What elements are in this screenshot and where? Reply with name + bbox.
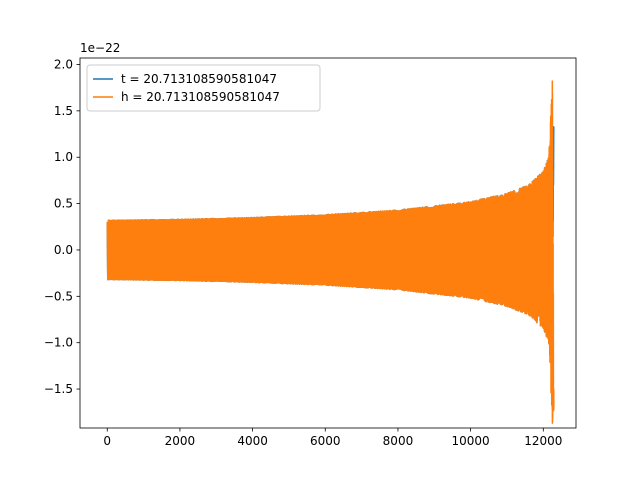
x-tick-label: 10000 xyxy=(452,434,490,448)
y-tick-label: −1.0 xyxy=(44,336,73,350)
x-tick-label: 4000 xyxy=(237,434,268,448)
x-tick-label: 2000 xyxy=(165,434,196,448)
legend: t = 20.713108590581047 h = 20.71310859058… xyxy=(86,64,321,112)
y-tick-label: 1.5 xyxy=(54,104,73,118)
x-tick-label: 12000 xyxy=(524,434,562,448)
legend-entry: h = 20.713108590581047 xyxy=(121,90,280,104)
x-axis: 0 2000 4000 6000 8000 10000 12000 xyxy=(103,428,562,448)
x-tick-label: 8000 xyxy=(383,434,414,448)
x-tick-label: 6000 xyxy=(310,434,341,448)
axes-frame xyxy=(79,57,577,429)
y-offset-label: 1e−22 xyxy=(80,41,120,55)
y-tick-label: −0.5 xyxy=(44,289,73,303)
series-line-h xyxy=(106,80,555,424)
y-tick-label: 0.0 xyxy=(54,243,73,257)
y-tick-label: 1.0 xyxy=(54,150,73,164)
x-tick-label: 0 xyxy=(103,434,111,448)
legend-box xyxy=(86,64,321,112)
y-tick-label: 2.0 xyxy=(54,57,73,71)
plot-area xyxy=(106,80,555,424)
legend-entry: t = 20.713108590581047 xyxy=(121,72,277,86)
y-tick-label: −1.5 xyxy=(44,382,73,396)
y-axis: −1.5 −1.0 −0.5 0.0 0.5 1.0 1.5 2.0 xyxy=(44,57,80,396)
y-tick-label: 0.5 xyxy=(54,197,73,211)
